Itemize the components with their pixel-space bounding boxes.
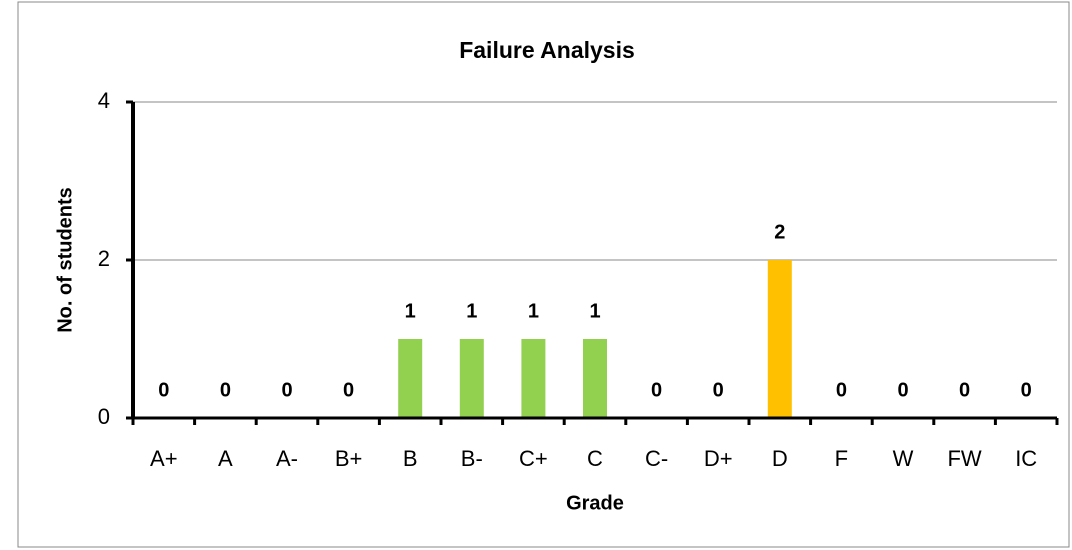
chart-border bbox=[17, 1, 1070, 548]
y-tick-label: 4 bbox=[98, 88, 110, 113]
data-label: 0 bbox=[343, 379, 354, 401]
x-tick-label: A+ bbox=[150, 446, 178, 471]
x-tick-label: C bbox=[587, 446, 603, 471]
x-tick-label: C- bbox=[645, 446, 668, 471]
chart-title: Failure Analysis bbox=[459, 37, 635, 63]
x-tick-label: B+ bbox=[335, 446, 363, 471]
bar bbox=[767, 260, 792, 418]
data-label: 0 bbox=[158, 379, 169, 401]
data-label: 0 bbox=[281, 379, 292, 401]
x-tick-label: F bbox=[835, 446, 848, 471]
data-label: 1 bbox=[528, 300, 539, 322]
x-tick-label: W bbox=[893, 446, 914, 471]
x-tick-label: IC bbox=[1015, 446, 1037, 471]
x-tick-label: FW bbox=[947, 446, 981, 471]
x-tick-label: C+ bbox=[519, 446, 548, 471]
bar bbox=[521, 339, 546, 418]
y-axis-label: No. of students bbox=[54, 187, 76, 333]
bar bbox=[398, 339, 423, 418]
data-label: 2 bbox=[774, 221, 785, 243]
data-label: 1 bbox=[589, 300, 600, 322]
data-label: 1 bbox=[405, 300, 416, 322]
data-label: 0 bbox=[651, 379, 662, 401]
bar bbox=[459, 339, 484, 418]
x-tick-label: D+ bbox=[704, 446, 733, 471]
data-label: 0 bbox=[220, 379, 231, 401]
data-label: 1 bbox=[466, 300, 477, 322]
y-tick-label: 0 bbox=[98, 404, 110, 429]
bar bbox=[583, 339, 607, 418]
x-axis-label: Grade bbox=[566, 492, 624, 514]
x-tick-label: A- bbox=[276, 446, 298, 471]
data-label: 0 bbox=[713, 379, 724, 401]
x-tick-label: B bbox=[403, 446, 418, 471]
data-label: 0 bbox=[1021, 379, 1032, 401]
x-tick-label: D bbox=[772, 446, 788, 471]
data-label: 0 bbox=[959, 379, 970, 401]
data-label: 0 bbox=[897, 379, 908, 401]
x-tick-label: B- bbox=[461, 446, 483, 471]
y-tick-label: 2 bbox=[98, 246, 110, 271]
x-tick-label: A bbox=[218, 446, 233, 471]
data-label: 0 bbox=[836, 379, 847, 401]
